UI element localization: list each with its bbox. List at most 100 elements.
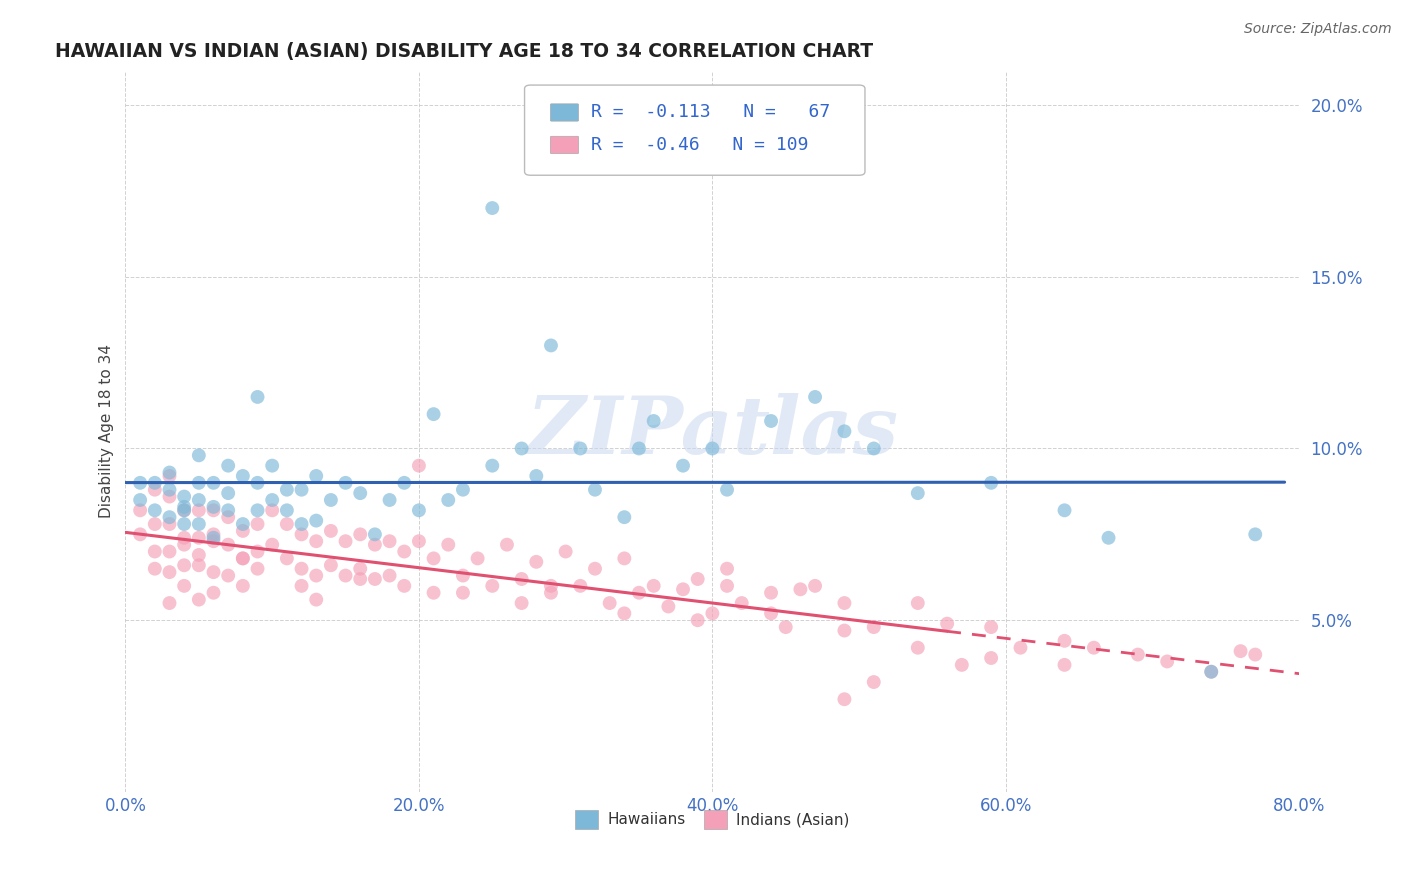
Point	[731, 596, 754, 610]
Point	[173, 579, 195, 593]
Point	[422, 407, 444, 421]
Point	[276, 516, 298, 531]
Point	[159, 483, 181, 497]
Point	[672, 582, 695, 597]
Point	[686, 572, 709, 586]
Point	[173, 531, 195, 545]
Point	[672, 458, 695, 473]
Point	[202, 586, 225, 600]
Point	[422, 586, 444, 600]
Point	[862, 675, 884, 690]
Point	[202, 565, 225, 579]
Point	[217, 538, 239, 552]
Point	[907, 596, 929, 610]
Point	[437, 538, 460, 552]
Point	[202, 503, 225, 517]
Point	[627, 586, 650, 600]
Point	[217, 458, 239, 473]
Point	[1126, 648, 1149, 662]
Point	[834, 425, 856, 439]
Point	[202, 534, 225, 549]
Point	[305, 592, 328, 607]
Point	[980, 620, 1002, 634]
Point	[305, 469, 328, 483]
Point	[349, 527, 371, 541]
Point	[159, 565, 181, 579]
Text: R =  -0.46   N = 109: R = -0.46 N = 109	[592, 136, 808, 154]
Point	[159, 516, 181, 531]
Point	[524, 469, 547, 483]
Point	[173, 558, 195, 573]
Point	[262, 503, 284, 517]
Point	[1083, 640, 1105, 655]
Point	[394, 544, 416, 558]
Text: R =  -0.113   N =   67: R = -0.113 N = 67	[592, 103, 831, 121]
Point	[305, 534, 328, 549]
Point	[394, 475, 416, 490]
Point	[143, 503, 166, 517]
Point	[1199, 665, 1222, 679]
Point	[246, 475, 269, 490]
Point	[554, 544, 576, 558]
Point	[1010, 640, 1032, 655]
Point	[1097, 531, 1119, 545]
Point	[907, 640, 929, 655]
Point	[569, 579, 592, 593]
Point	[775, 620, 797, 634]
Point	[540, 338, 562, 352]
Point	[716, 483, 738, 497]
Point	[613, 551, 636, 566]
FancyBboxPatch shape	[524, 85, 865, 175]
Point	[1244, 648, 1267, 662]
Point	[1229, 644, 1251, 658]
Point	[1053, 657, 1076, 672]
Text: Source: ZipAtlas.com: Source: ZipAtlas.com	[1244, 22, 1392, 37]
Point	[599, 596, 621, 610]
Point	[319, 493, 342, 508]
Point	[159, 544, 181, 558]
Point	[980, 475, 1002, 490]
Point	[364, 538, 387, 552]
Point	[569, 442, 592, 456]
Y-axis label: Disability Age 18 to 34: Disability Age 18 to 34	[100, 344, 114, 518]
Point	[290, 579, 312, 593]
Point	[451, 483, 474, 497]
Point	[187, 592, 209, 607]
Point	[716, 562, 738, 576]
Point	[173, 503, 195, 517]
Point	[481, 201, 503, 215]
Point	[187, 531, 209, 545]
Point	[481, 579, 503, 593]
Point	[187, 493, 209, 508]
Point	[217, 486, 239, 500]
Point	[804, 390, 827, 404]
Point	[143, 516, 166, 531]
Point	[290, 527, 312, 541]
Point	[716, 579, 738, 593]
Point	[1244, 527, 1267, 541]
Point	[980, 651, 1002, 665]
Point	[834, 624, 856, 638]
Point	[481, 458, 503, 473]
Point	[232, 579, 254, 593]
Point	[232, 469, 254, 483]
Point	[246, 516, 269, 531]
Point	[1199, 665, 1222, 679]
Point	[467, 551, 489, 566]
Point	[1053, 633, 1076, 648]
Point	[159, 469, 181, 483]
Point	[187, 558, 209, 573]
Point	[319, 558, 342, 573]
Point	[246, 503, 269, 517]
Point	[173, 516, 195, 531]
Point	[422, 551, 444, 566]
Point	[187, 475, 209, 490]
Point	[159, 596, 181, 610]
Point	[862, 442, 884, 456]
Point	[187, 548, 209, 562]
Point	[378, 493, 401, 508]
Point	[173, 500, 195, 514]
Legend: Hawaiians, Indians (Asian): Hawaiians, Indians (Asian)	[569, 804, 855, 835]
Point	[143, 475, 166, 490]
Point	[335, 568, 357, 582]
